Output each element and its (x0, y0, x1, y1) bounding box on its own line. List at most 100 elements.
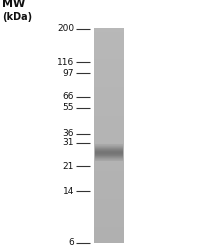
Bar (94, 81, 124, 82)
Bar (94, 188, 124, 190)
Bar (94, 208, 124, 209)
Bar (95, 160, 123, 161)
Bar (94, 178, 124, 179)
Bar (94, 63, 124, 64)
Bar (95, 157, 123, 158)
Bar (94, 125, 124, 126)
Bar (94, 98, 124, 99)
Bar (95, 153, 123, 154)
Bar (94, 226, 124, 227)
Bar (94, 65, 124, 66)
Bar (94, 204, 124, 206)
Bar (94, 119, 124, 120)
Bar (95, 148, 123, 149)
Bar (94, 94, 124, 95)
Bar (94, 104, 124, 106)
Text: 66: 66 (62, 92, 74, 101)
Bar (94, 196, 124, 198)
Bar (94, 79, 124, 80)
Bar (94, 109, 124, 110)
Bar (95, 159, 123, 160)
Bar (94, 235, 124, 236)
Bar (94, 225, 124, 226)
Bar (94, 172, 124, 174)
Bar (94, 35, 124, 36)
Bar (94, 155, 124, 156)
Bar (94, 118, 124, 119)
Bar (94, 152, 124, 154)
Bar (94, 113, 124, 114)
Bar (94, 215, 124, 216)
Bar (94, 45, 124, 46)
Bar (94, 138, 124, 139)
Bar (94, 78, 124, 79)
Bar (94, 124, 124, 125)
Bar (94, 68, 124, 69)
Bar (94, 140, 124, 141)
Bar (94, 219, 124, 220)
Bar (94, 220, 124, 222)
Bar (94, 44, 124, 45)
Bar (94, 168, 124, 169)
Bar (94, 132, 124, 133)
Bar (94, 139, 124, 140)
Bar (95, 146, 123, 147)
Bar (95, 144, 123, 145)
Bar (94, 62, 124, 63)
Bar (94, 204, 124, 205)
Bar (95, 149, 123, 150)
Bar (94, 39, 124, 40)
Bar (94, 29, 124, 30)
Bar (94, 93, 124, 94)
Bar (94, 169, 124, 170)
Bar (94, 173, 124, 174)
Bar (94, 148, 124, 149)
Text: 14: 14 (63, 187, 74, 196)
Bar (94, 143, 124, 144)
Bar (94, 30, 124, 31)
Bar (94, 163, 124, 164)
Bar (94, 108, 124, 109)
Bar (94, 55, 124, 56)
Bar (95, 150, 123, 151)
Bar (94, 229, 124, 230)
Bar (94, 223, 124, 224)
Bar (95, 148, 123, 149)
Bar (94, 36, 124, 37)
Bar (94, 75, 124, 76)
Bar (95, 156, 123, 157)
Bar (94, 95, 124, 96)
Bar (94, 33, 124, 34)
Bar (94, 90, 124, 92)
Bar (94, 234, 124, 235)
Bar (94, 179, 124, 180)
Bar (94, 209, 124, 210)
Bar (94, 225, 124, 226)
Bar (94, 212, 124, 214)
Bar (94, 33, 124, 34)
Bar (94, 201, 124, 202)
Bar (94, 195, 124, 196)
Bar (94, 230, 124, 231)
Bar (94, 174, 124, 175)
Bar (94, 57, 124, 58)
Bar (94, 147, 124, 148)
Bar (94, 206, 124, 207)
Bar (95, 155, 123, 156)
Bar (94, 223, 124, 224)
Bar (94, 97, 124, 98)
Bar (94, 198, 124, 199)
Bar (94, 87, 124, 88)
Bar (95, 145, 123, 146)
Bar (94, 240, 124, 241)
Bar (95, 155, 123, 156)
Bar (95, 154, 123, 155)
Bar (94, 239, 124, 240)
Bar (94, 107, 124, 108)
Bar (94, 216, 124, 217)
Bar (94, 193, 124, 194)
Bar (94, 114, 124, 116)
Bar (94, 64, 124, 65)
Bar (94, 176, 124, 177)
Bar (94, 171, 124, 172)
